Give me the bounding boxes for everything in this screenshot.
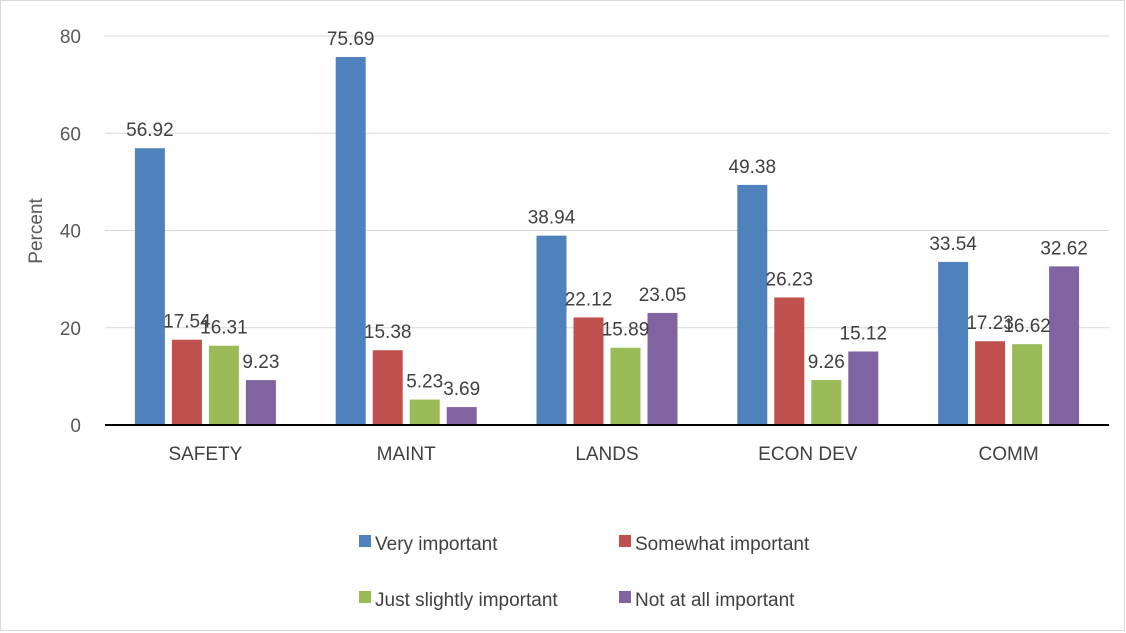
data-label: 22.12 bbox=[565, 289, 613, 310]
data-label: 3.69 bbox=[443, 379, 480, 400]
bar bbox=[335, 56, 366, 426]
data-label: 32.62 bbox=[1040, 238, 1088, 259]
legend-label: Somewhat important bbox=[635, 534, 810, 555]
data-label: 9.26 bbox=[808, 352, 845, 373]
legend-swatch bbox=[619, 591, 631, 603]
bar bbox=[446, 407, 477, 425]
x-category-label: MAINT bbox=[377, 444, 437, 465]
data-label: 26.23 bbox=[766, 269, 814, 290]
data-label: 38.94 bbox=[528, 208, 576, 229]
bar bbox=[1049, 266, 1080, 425]
bar bbox=[848, 351, 879, 425]
bar bbox=[647, 312, 678, 425]
x-category-label: ECON DEV bbox=[758, 444, 858, 465]
y-tick-label: 80 bbox=[60, 27, 81, 48]
y-tick-label: 60 bbox=[60, 124, 81, 145]
legend-swatch bbox=[359, 535, 371, 547]
data-label: 75.69 bbox=[327, 29, 375, 50]
bar bbox=[1012, 344, 1043, 425]
legend: Very important Somewhat important Just sli… bbox=[359, 534, 810, 611]
x-category-label: COMM bbox=[979, 444, 1039, 465]
data-label: 49.38 bbox=[729, 157, 777, 178]
data-label: 16.62 bbox=[1003, 316, 1051, 337]
y-tick-label: 40 bbox=[60, 222, 81, 243]
x-category-label: SAFETY bbox=[168, 444, 242, 465]
data-label: 16.31 bbox=[200, 318, 248, 339]
data-label: 15.38 bbox=[364, 322, 412, 343]
data-label: 33.54 bbox=[929, 234, 977, 255]
bar bbox=[811, 379, 842, 425]
y-tick-label: 0 bbox=[70, 416, 81, 437]
data-label: 5.23 bbox=[406, 372, 443, 393]
y-axis: 0 20 40 60 80 bbox=[60, 27, 81, 437]
bar bbox=[536, 235, 567, 425]
bars bbox=[134, 56, 1080, 426]
y-tick-label: 20 bbox=[60, 319, 81, 340]
bar bbox=[245, 380, 276, 425]
bar bbox=[171, 339, 202, 425]
bar bbox=[573, 317, 604, 425]
legend-swatch bbox=[619, 535, 631, 547]
data-label: 56.92 bbox=[126, 120, 174, 141]
bar bbox=[372, 350, 403, 425]
bar bbox=[134, 148, 165, 425]
bar bbox=[774, 297, 805, 425]
bar bbox=[208, 345, 239, 425]
bar bbox=[409, 399, 440, 425]
data-label: 15.89 bbox=[602, 320, 650, 341]
data-label: 23.05 bbox=[639, 285, 687, 306]
data-label: 17.23 bbox=[966, 313, 1014, 334]
bar bbox=[610, 347, 641, 425]
x-axis-categories: SAFETY MAINT LANDS ECON DEV COMM bbox=[168, 444, 1038, 465]
x-category-label: LANDS bbox=[575, 444, 638, 465]
legend-label: Not at all important bbox=[635, 590, 795, 611]
bar bbox=[737, 184, 768, 425]
bar bbox=[938, 261, 969, 425]
data-label: 15.12 bbox=[840, 323, 888, 344]
legend-label: Just slightly important bbox=[375, 590, 558, 611]
data-label: 9.23 bbox=[242, 352, 279, 373]
data-label: 17.54 bbox=[163, 312, 211, 333]
legend-label: Very important bbox=[375, 534, 498, 555]
bar bbox=[975, 341, 1006, 425]
legend-swatch bbox=[359, 591, 371, 603]
y-axis-label: Percent bbox=[26, 198, 47, 264]
